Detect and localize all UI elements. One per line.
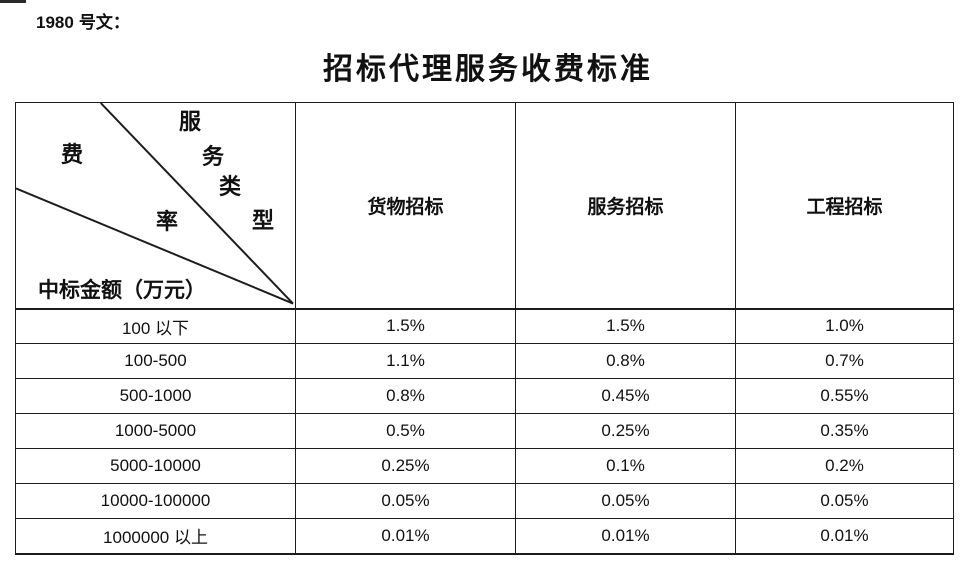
table-row: 5000-10000 0.25% 0.1% 0.2% xyxy=(15,448,954,484)
table-row: 1000000 以上 0.01% 0.01% 0.01% xyxy=(15,518,954,555)
rate-cell: 0.8% xyxy=(515,343,736,379)
page-title: 招标代理服务收费标准 xyxy=(323,53,653,86)
scan-artifact-line xyxy=(0,0,26,3)
table-row: 500-1000 0.8% 0.45% 0.55% xyxy=(15,378,954,414)
rate-cell: 0.01% xyxy=(295,518,516,555)
diagonal-divider-lines xyxy=(16,103,294,305)
rate-cell: 0.05% xyxy=(515,483,736,519)
row-axis-label: 中标金额（万元） xyxy=(38,278,206,302)
rate-cell: 0.05% xyxy=(295,483,516,519)
rate-cell: 0.1% xyxy=(515,448,736,484)
rate-cell: 0.01% xyxy=(515,518,736,555)
amount-cell: 100-500 xyxy=(15,343,296,379)
amount-cell: 5000-10000 xyxy=(15,448,296,484)
table-row: 10000-100000 0.05% 0.05% 0.05% xyxy=(15,483,954,519)
rate-cell: 0.5% xyxy=(295,413,516,449)
rate-cell: 1.5% xyxy=(295,308,516,344)
rate-cell: 0.55% xyxy=(735,378,954,414)
table-row: 100 以下 1.5% 1.5% 1.0% xyxy=(15,308,954,344)
rate-cell: 0.8% xyxy=(295,378,516,414)
rate-cell: 1.5% xyxy=(515,308,736,344)
column-header-engineering: 工程招标 xyxy=(735,102,954,310)
diagonal-header-cell: 服 费 务 类 率 型 中标金额（万元） xyxy=(15,102,296,310)
amount-cell: 10000-100000 xyxy=(15,483,296,519)
rate-cell: 1.0% xyxy=(735,308,954,344)
corner-axis-char: 服 xyxy=(179,109,202,134)
ref-suffix: 号文： xyxy=(78,13,130,32)
corner-axis-char: 率 xyxy=(156,209,179,234)
rate-cell: 1.1% xyxy=(295,343,516,379)
column-header-goods: 货物招标 xyxy=(295,102,516,310)
amount-cell: 1000000 以上 xyxy=(15,518,296,555)
rate-cell: 0.35% xyxy=(735,413,954,449)
amount-cell: 100 以下 xyxy=(15,308,296,344)
rate-cell: 0.2% xyxy=(735,448,954,484)
corner-axis-char: 型 xyxy=(252,208,275,233)
table-header-row: 服 费 务 类 率 型 中标金额（万元） 货物招标 服务招标 工程招标 xyxy=(15,102,954,310)
rate-cell: 0.25% xyxy=(515,413,736,449)
amount-cell: 1000-5000 xyxy=(15,413,296,449)
amount-cell: 500-1000 xyxy=(15,378,296,414)
rate-cell: 0.7% xyxy=(735,343,954,379)
ref-number: 1980 xyxy=(36,13,74,32)
rate-cell: 0.45% xyxy=(515,378,736,414)
table-row: 1000-5000 0.5% 0.25% 0.35% xyxy=(15,413,954,449)
rate-cell: 0.01% xyxy=(735,518,954,555)
fee-standard-table: 服 费 务 类 率 型 中标金额（万元） 货物招标 服务招标 工程招标 100 … xyxy=(15,102,954,555)
rate-cell: 0.05% xyxy=(735,483,954,519)
document-ref-label: 1980 号文： xyxy=(36,8,130,33)
rate-cell: 0.25% xyxy=(295,448,516,484)
column-header-service: 服务招标 xyxy=(515,102,736,310)
corner-axis-char: 类 xyxy=(219,174,242,199)
table-row: 100-500 1.1% 0.8% 0.7% xyxy=(15,343,954,379)
corner-axis-char: 费 xyxy=(61,142,84,167)
corner-axis-char: 务 xyxy=(202,144,225,169)
